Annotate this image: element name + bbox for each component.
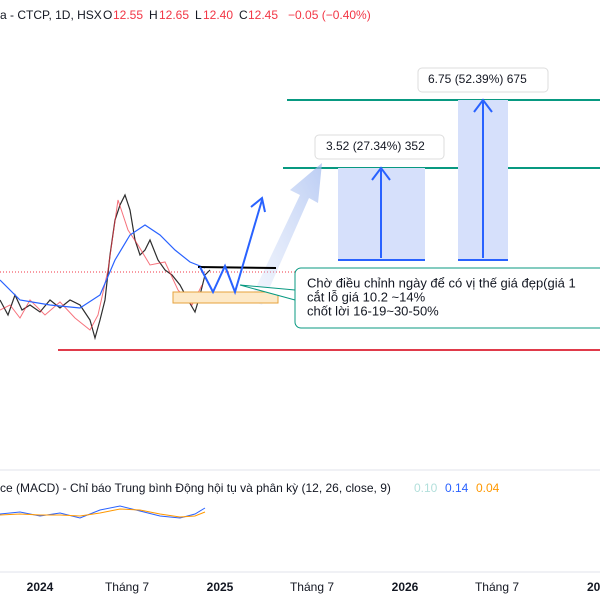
callout-pointer (239, 284, 296, 301)
label-box (314, 134, 445, 160)
price-path-down (0, 199, 203, 331)
macd-histogram: 0.10 (414, 481, 438, 495)
open-label: O (103, 8, 112, 22)
x-tick-label: 2024 (27, 580, 54, 594)
macd-title: ce (MACD) - Chỉ báo Trung bình Động hội … (0, 481, 391, 495)
signal-line (0, 508, 206, 518)
label-box (417, 67, 549, 93)
high-label: H (149, 8, 158, 22)
up-arrow (473, 98, 493, 258)
low-value: 12.40 (203, 8, 233, 22)
trend-arrow (250, 163, 322, 305)
symbol: a - CTCP, 1D, HSX (0, 8, 102, 22)
x-tick-label: Tháng 7 (290, 580, 334, 594)
entry-zone (172, 291, 279, 304)
change: −0.05 (−0.40%) (288, 8, 371, 22)
open-value: 12.55 (113, 8, 143, 22)
x-tick-label: Tháng 7 (475, 580, 519, 594)
moving-average (0, 224, 206, 309)
callout (294, 267, 600, 329)
callout-text: Chờ điều chỉnh ngày để có vị thế giá đẹp… (307, 275, 576, 290)
target-label: 3.52 (27.34%) 352 (326, 139, 425, 153)
target-label: 6.75 (52.39%) 675 (428, 72, 527, 86)
macd-value: 0.14 (445, 481, 469, 495)
high-value: 12.65 (159, 8, 189, 22)
arrow-head (250, 196, 266, 213)
x-tick-label: 2025 (207, 580, 234, 594)
x-tick-label: Tháng 7 (105, 580, 149, 594)
close-label: C (239, 8, 248, 22)
up-arrow (371, 166, 391, 258)
price-path (0, 193, 211, 341)
callout-text: cắt lỗ giá 10.2 ~14% (307, 289, 426, 304)
close-value: 12.45 (248, 8, 278, 22)
callout-text: chốt lời 16-19~30-50% (307, 303, 439, 318)
resistance (197, 266, 277, 269)
path-projection (199, 199, 263, 296)
x-tick-label: 2026 (392, 580, 419, 594)
macd-signal: 0.04 (476, 481, 500, 495)
x-tick-label: 2027 (587, 580, 600, 594)
low-label: L (195, 8, 202, 22)
